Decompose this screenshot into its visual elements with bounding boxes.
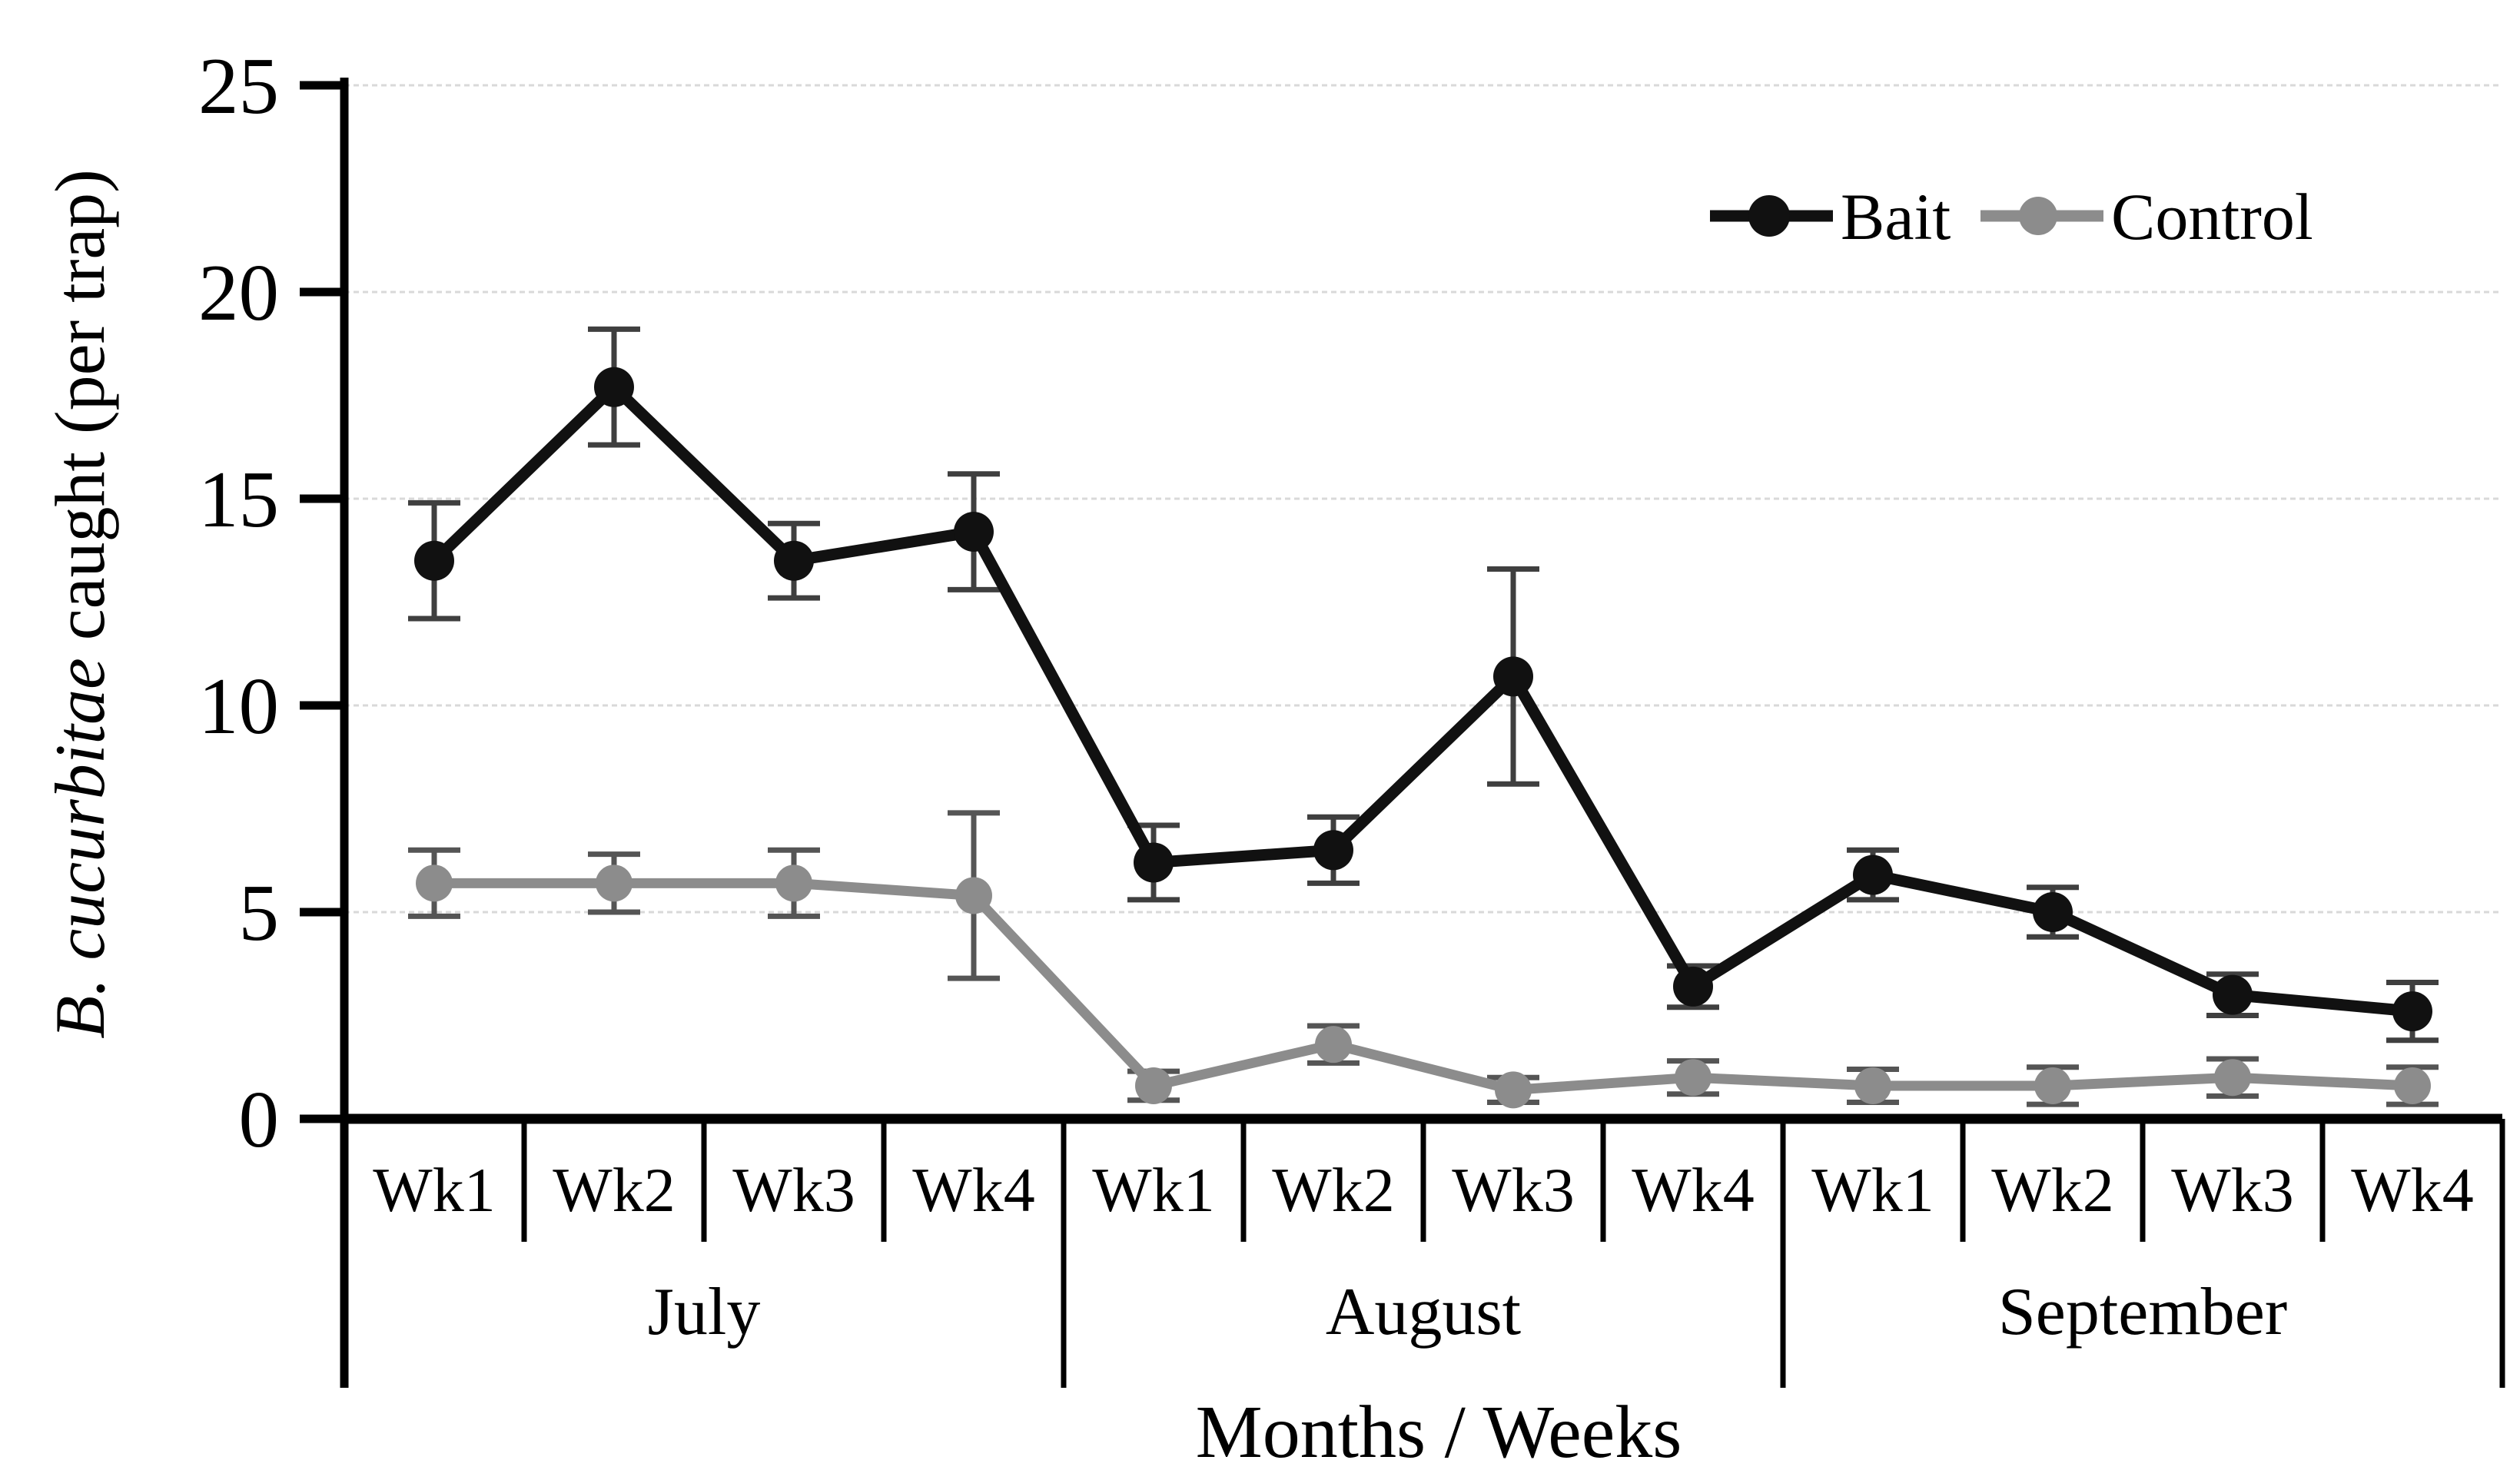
data-point-bait <box>2213 974 2253 1015</box>
data-point-bait <box>414 540 454 581</box>
y-tick-label: 10 <box>198 661 279 751</box>
week-label: Wk3 <box>732 1155 855 1225</box>
data-point-control <box>2214 1059 2251 1097</box>
month-label: July <box>648 1275 761 1349</box>
data-point-control <box>2034 1067 2071 1104</box>
data-point-control <box>596 864 632 902</box>
data-point-bait <box>1673 966 1713 1007</box>
week-label: Wk4 <box>912 1155 1034 1225</box>
y-tick-label: 5 <box>239 868 280 957</box>
data-point-bait <box>1134 842 1174 883</box>
series-line-control <box>429 878 2418 1095</box>
data-point-bait <box>954 512 994 553</box>
week-label: Wk3 <box>2171 1155 2293 1225</box>
data-point-control <box>1315 1026 1352 1064</box>
y-tick-label: 0 <box>239 1074 280 1164</box>
legend-control-label: Control <box>2111 180 2313 254</box>
data-point-bait <box>1853 854 1893 895</box>
week-label: Wk2 <box>1991 1155 2113 1225</box>
line-chart-figure: 0 5 10 15 20 25 Wk1 Wk2 Wk3 Wk4 July Wk1 Wk2 Wk3 Wk4 Au… <box>31 12 2520 1480</box>
legend-bait-label: Bait <box>1841 180 1951 254</box>
data-point-bait <box>594 367 634 407</box>
week-label: Wk2 <box>1272 1155 1394 1225</box>
week-label: Wk3 <box>1452 1155 1574 1225</box>
data-point-bait <box>2392 991 2432 1032</box>
week-label: Wk2 <box>553 1155 675 1225</box>
legend-control-marker-icon <box>2019 197 2057 235</box>
y-tick-label: 15 <box>198 454 279 544</box>
data-point-control <box>416 864 453 902</box>
y-tick-label: 20 <box>198 247 279 337</box>
data-point-control <box>775 864 812 902</box>
data-point-control <box>1495 1071 1532 1109</box>
x-axis-title: Months / Weeks <box>1196 1391 1682 1474</box>
data-point-control <box>1675 1059 1712 1097</box>
month-label: August <box>1326 1275 1521 1349</box>
data-point-bait <box>1493 656 1533 697</box>
y-axis-title: B. cucurbitae caught (per trap) <box>41 169 119 1039</box>
data-point-control <box>2394 1067 2431 1104</box>
week-label: Wk1 <box>1811 1155 1934 1225</box>
legend-bait-marker-icon <box>1748 195 1790 237</box>
data-point-control <box>1135 1067 1172 1104</box>
data-point-control <box>955 877 992 914</box>
series-line-bait <box>428 381 2419 1017</box>
chart-background <box>31 12 2520 1480</box>
data-point-bait <box>774 540 814 581</box>
week-label: Wk4 <box>2351 1155 2473 1225</box>
week-label: Wk1 <box>373 1155 495 1225</box>
y-tick-label: 25 <box>198 41 279 131</box>
data-point-bait <box>2033 892 2073 932</box>
week-label: Wk4 <box>1632 1155 1754 1225</box>
data-point-bait <box>1313 830 1353 871</box>
week-label: Wk1 <box>1092 1155 1214 1225</box>
data-point-control <box>1854 1067 1891 1104</box>
chart-canvas: 0 5 10 15 20 25 Wk1 Wk2 Wk3 Wk4 July Wk1 Wk2 Wk3 Wk4 Au… <box>31 12 2520 1480</box>
month-label: September <box>1998 1275 2287 1349</box>
